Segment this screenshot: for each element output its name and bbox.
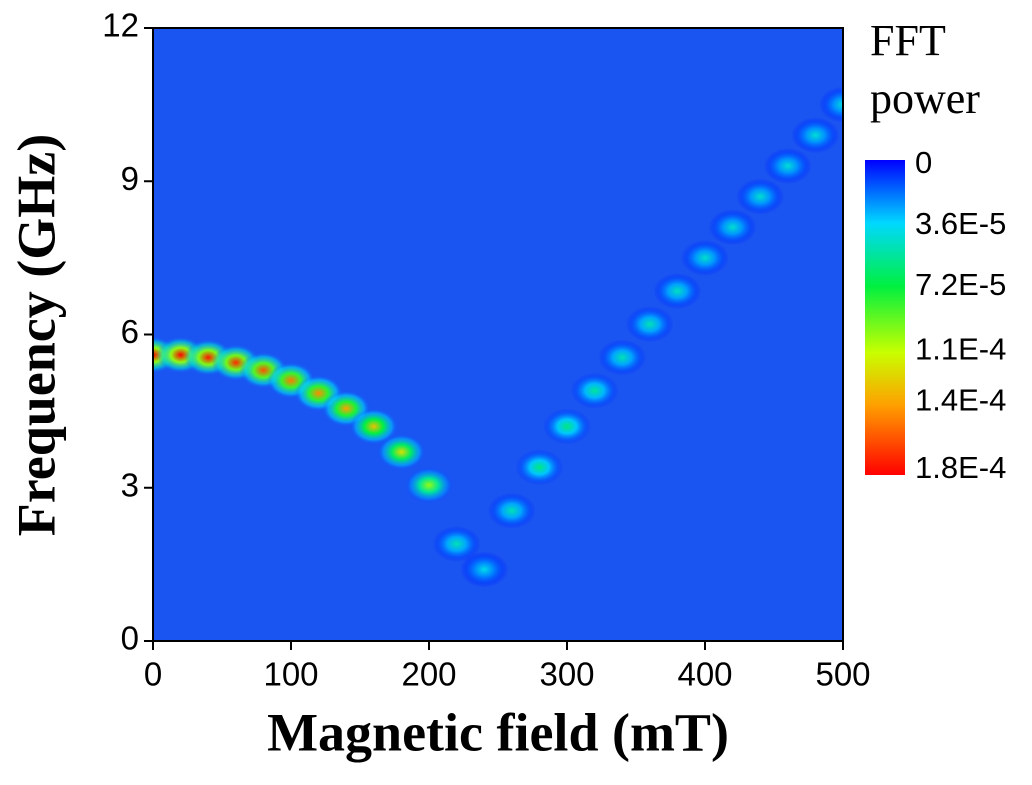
heatmap-peak [708,209,757,246]
colorbar-title: FFT [870,16,946,65]
x-tick-label: 100 [263,656,318,693]
heatmap-peak [432,525,481,562]
heatmap-peak [460,551,509,588]
heatmap-peak [681,239,729,276]
heatmap-peak [487,492,536,529]
heatmap-peak [377,433,426,470]
heatmap-peak [763,147,812,184]
y-tick-label: 6 [121,313,139,350]
heatmap-peak [736,178,785,215]
colorbar-tick-label: 1.4E-4 [915,382,1006,417]
colorbar-tick-label: 1.1E-4 [915,332,1006,367]
x-tick-label: 200 [401,656,456,693]
colorbar-tick-label: 0 [915,145,932,180]
colorbar-title: power [870,74,980,123]
heatmap-peak [791,117,840,154]
heatmap-peak [598,339,647,376]
heatmap-peak [349,408,398,445]
x-tick-label: 300 [539,656,594,693]
colorbar-tick-label: 7.2E-5 [915,267,1006,302]
x-tick-label: 0 [144,656,162,693]
heatmap-peak [543,408,591,445]
y-tick-label: 0 [121,620,139,657]
plot-background [153,28,843,641]
x-axis-label: Magnetic field (mT) [267,702,729,762]
colorbar-tick-label: 3.6E-5 [915,206,1006,241]
heatmap-peak [653,273,702,310]
heatmap-peak [625,306,674,343]
colorbar [865,160,905,475]
y-axis-label: Frequency (GHz) [6,134,66,536]
y-tick-label: 12 [102,7,139,44]
x-tick-label: 500 [815,656,870,693]
colorbar-tick-label: 1.8E-4 [915,450,1006,485]
y-tick-label: 3 [121,466,139,503]
heatmap-peak [819,86,843,123]
heatmap-peak [405,467,453,504]
x-tick-label: 400 [677,656,732,693]
heatmap-peak [570,372,619,409]
heatmap-peak [515,449,564,486]
y-tick-label: 9 [121,160,139,197]
heatmap-layer [153,86,843,588]
